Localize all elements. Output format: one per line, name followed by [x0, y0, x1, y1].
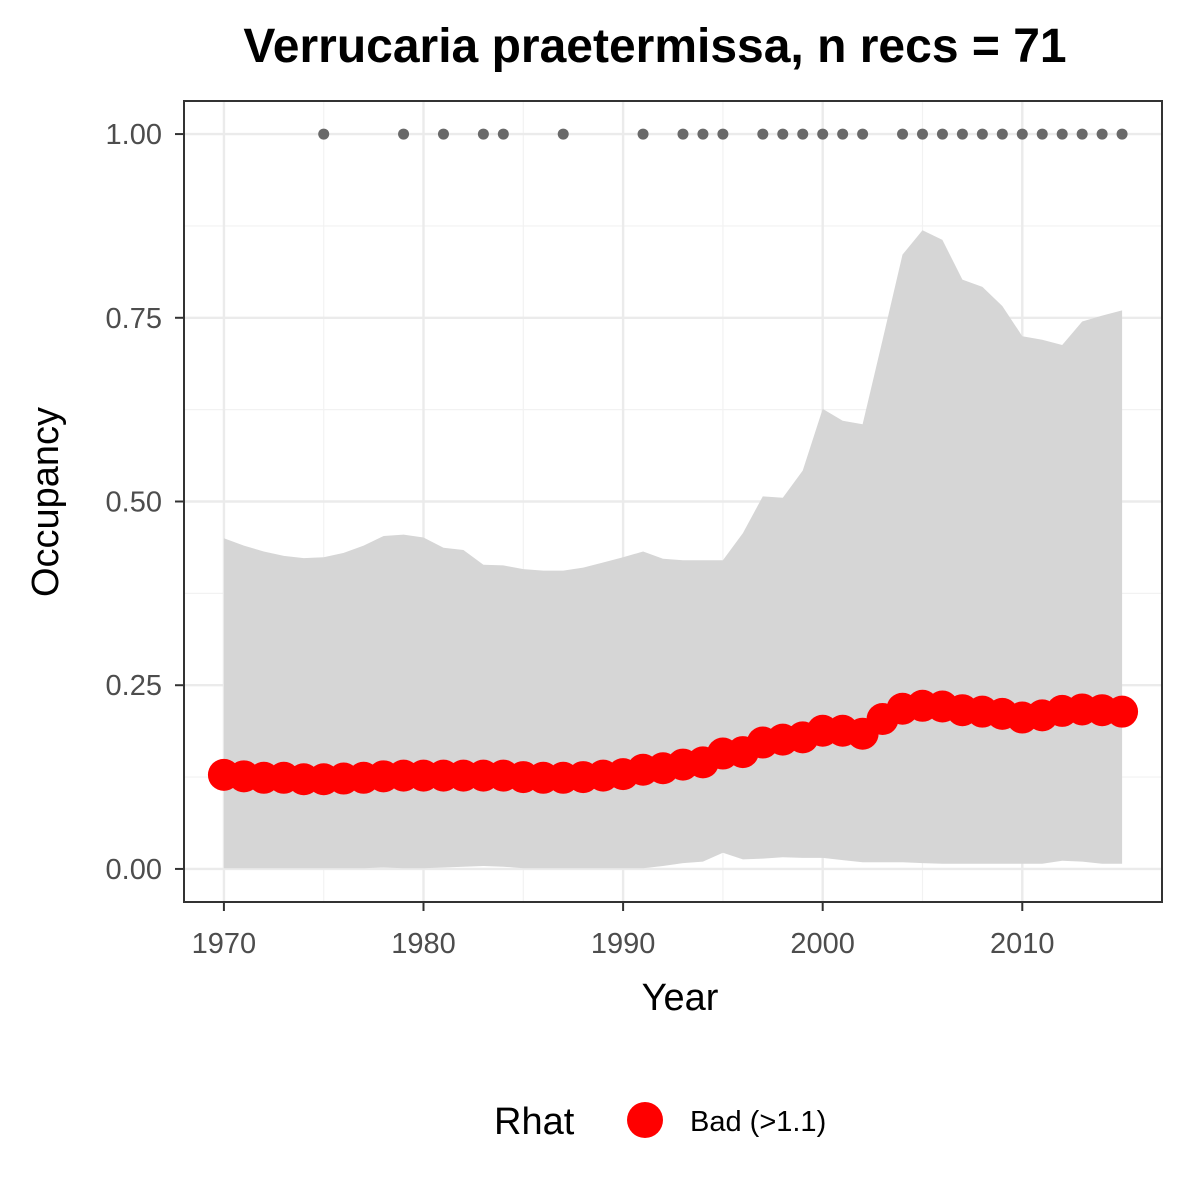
record-point [1076, 128, 1088, 140]
legend-key-bad [627, 1102, 663, 1138]
record-point [956, 128, 968, 140]
y-tick-label: 0.25 [106, 670, 162, 702]
y-tick-label: 0.50 [106, 487, 162, 519]
x-tick-label: 1990 [591, 928, 656, 960]
record-point [318, 128, 330, 140]
chart-title: Verrucaria praetermissa, n recs = 71 [243, 20, 1066, 73]
x-axis-title: Year [642, 977, 719, 1019]
record-point [797, 128, 809, 140]
record-point [1016, 128, 1028, 140]
record-points [318, 128, 1128, 140]
x-axis: 1970 1980 1990 2000 2010 [192, 902, 1055, 960]
y-tick-label: 0.75 [106, 303, 162, 335]
record-point [777, 128, 789, 140]
legend: Rhat Bad (>1.1) [494, 1101, 826, 1143]
occupancy-points [207, 689, 1139, 796]
x-tick-label: 2000 [790, 928, 855, 960]
record-point [557, 128, 569, 140]
record-point [497, 128, 509, 140]
y-tick-label: 0.00 [106, 854, 162, 886]
record-point [1056, 128, 1068, 140]
y-tick-label: 1.00 [106, 119, 162, 151]
record-point [677, 128, 689, 140]
record-point [837, 128, 849, 140]
record-point [1036, 128, 1048, 140]
occupancy-point [1106, 695, 1139, 728]
x-tick-label: 1970 [192, 928, 257, 960]
legend-title: Rhat [494, 1101, 575, 1143]
legend-label-bad: Bad (>1.1) [690, 1106, 826, 1138]
record-point [817, 128, 829, 140]
record-point [398, 128, 410, 140]
x-tick-label: 2010 [990, 928, 1055, 960]
record-point [1096, 128, 1108, 140]
record-point [477, 128, 489, 140]
record-point [996, 128, 1008, 140]
record-point [897, 128, 909, 140]
record-point [697, 128, 709, 140]
record-point [437, 128, 449, 140]
record-point [936, 128, 948, 140]
record-point [857, 128, 869, 140]
record-point [757, 128, 769, 140]
record-point [717, 128, 729, 140]
record-point [1116, 128, 1128, 140]
y-axis: 0.00 0.25 0.50 0.75 1.00 [106, 119, 184, 886]
x-tick-label: 1980 [391, 928, 456, 960]
record-point [976, 128, 988, 140]
y-axis-title: Occupancy [25, 407, 67, 597]
record-point [916, 128, 928, 140]
record-point [637, 128, 649, 140]
